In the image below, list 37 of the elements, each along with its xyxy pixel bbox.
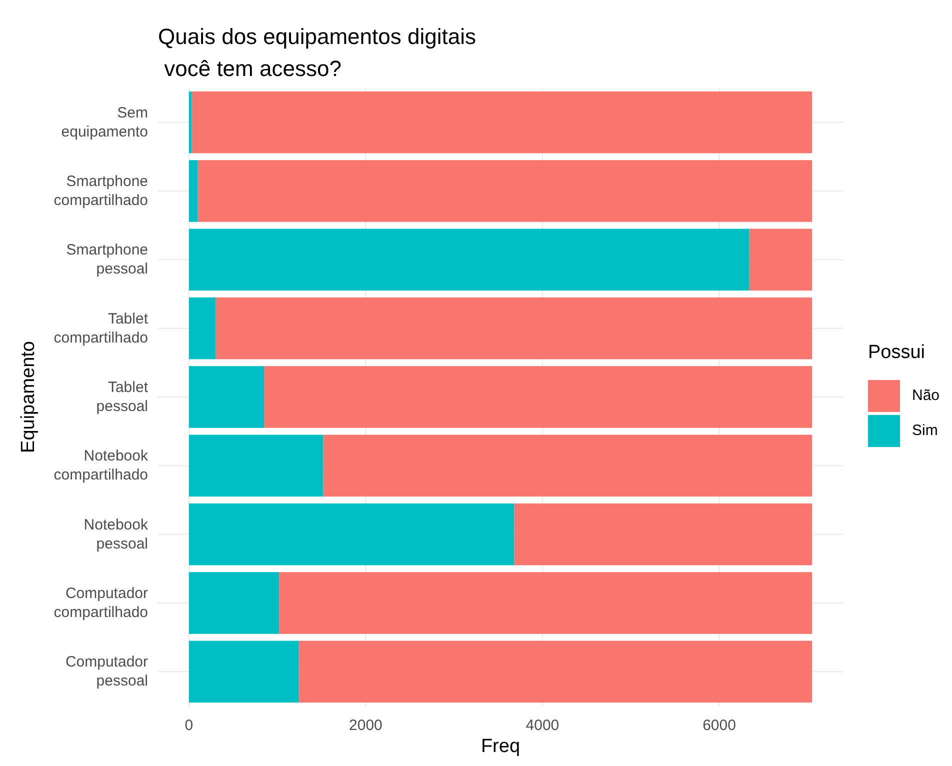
bar (298, 640, 812, 703)
chart-title: Quais dos equipamentos digitais você tem acesso? (158, 24, 476, 81)
bar (188, 297, 216, 360)
bar (188, 503, 514, 566)
y-tick-label: Computador compartilhado (54, 584, 148, 621)
x-tick-label: 2000 (349, 717, 382, 734)
bar (192, 91, 812, 154)
y-tick-label: Notebook compartilhado (54, 448, 148, 484)
x-tick-label: 0 (184, 717, 194, 734)
y-tick-label: Sem equipamento (61, 104, 148, 140)
legend-title: Possui (868, 342, 926, 363)
bar (188, 434, 324, 497)
bar (188, 572, 280, 634)
y-tick-label: Tablet pessoal (96, 378, 149, 415)
bar (264, 366, 812, 428)
legend-label: Não (912, 386, 940, 404)
bar (188, 160, 198, 222)
bar (279, 572, 812, 634)
bar (749, 228, 812, 291)
y-tick-label: Computador pessoal (65, 654, 148, 690)
x-tick-label: 4000 (526, 717, 560, 734)
bar (514, 503, 812, 566)
x-axis-title: Freq (480, 736, 520, 757)
y-tick-label: Notebook pessoal (84, 516, 148, 552)
bar (188, 228, 750, 291)
bar (188, 91, 192, 154)
y-tick-label: Smartphone compartilhado (54, 172, 148, 209)
bar (215, 297, 812, 360)
y-axis-title: Equipamento (18, 341, 39, 453)
y-tick-label: Tablet compartilhado (54, 310, 149, 346)
y-tick-label: Smartphone pessoal (66, 242, 148, 278)
x-tick-label: 6000 (702, 717, 736, 734)
bar (188, 640, 299, 703)
bar (323, 434, 812, 497)
legend-label: Sim (912, 422, 938, 439)
bar (188, 366, 264, 428)
bar (198, 160, 812, 222)
